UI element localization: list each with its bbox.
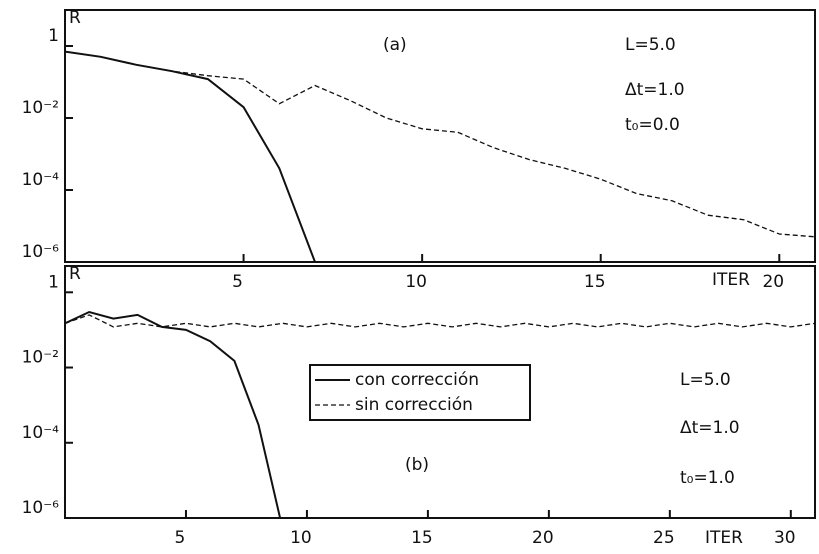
y-tick-label: 10⁻⁴ xyxy=(22,170,60,190)
x-tick-label: 15 xyxy=(411,528,433,548)
x-tick-label: 20 xyxy=(532,528,554,548)
x-tick-label: 10 xyxy=(405,272,427,292)
y-tick-label: 10⁻⁴ xyxy=(22,423,60,443)
series-group xyxy=(65,310,815,518)
y-tick-label: 10⁻⁶ xyxy=(22,498,60,518)
plot-frame xyxy=(64,9,816,263)
annotation: t₀=0.0 xyxy=(625,115,680,135)
x-tick-label: 30 xyxy=(774,528,796,548)
y-tick-label: 10⁻² xyxy=(22,98,59,118)
x-tick-label: 15 xyxy=(584,272,606,292)
series-line xyxy=(65,50,815,238)
series-group xyxy=(65,50,815,262)
annotation: Δt=1.0 xyxy=(625,80,685,100)
x-axis-label: ITER xyxy=(712,270,750,290)
y-axis-label: R xyxy=(69,8,81,28)
series-line xyxy=(65,50,316,262)
plot-frame xyxy=(64,265,816,519)
x-tick-label: 5 xyxy=(175,528,186,548)
annotation: (b) xyxy=(405,455,429,475)
legend-label: con corrección xyxy=(355,370,479,390)
annotation: Δt=1.0 xyxy=(680,418,740,438)
legend-box xyxy=(309,364,531,421)
x-tick-label: 5 xyxy=(232,272,243,292)
series-line xyxy=(65,310,282,518)
y-tick-label: 10⁻⁶ xyxy=(22,242,60,262)
series-line xyxy=(65,314,815,328)
annotation: t₀=1.0 xyxy=(680,468,735,488)
x-tick-label: 25 xyxy=(653,528,675,548)
legend-label: sin corrección xyxy=(355,395,473,415)
y-tick-label: 1 xyxy=(48,26,59,46)
x-tick-label: 20 xyxy=(762,272,784,292)
annotation: (a) xyxy=(383,35,407,55)
x-tick-label: 10 xyxy=(290,528,312,548)
x-axis-label: ITER xyxy=(705,528,743,548)
y-tick-label: 10⁻² xyxy=(22,348,59,368)
y-tick-label: 1 xyxy=(48,272,59,292)
y-axis-label: R xyxy=(69,264,81,284)
annotation: L=5.0 xyxy=(680,370,731,390)
annotation: L=5.0 xyxy=(625,35,676,55)
